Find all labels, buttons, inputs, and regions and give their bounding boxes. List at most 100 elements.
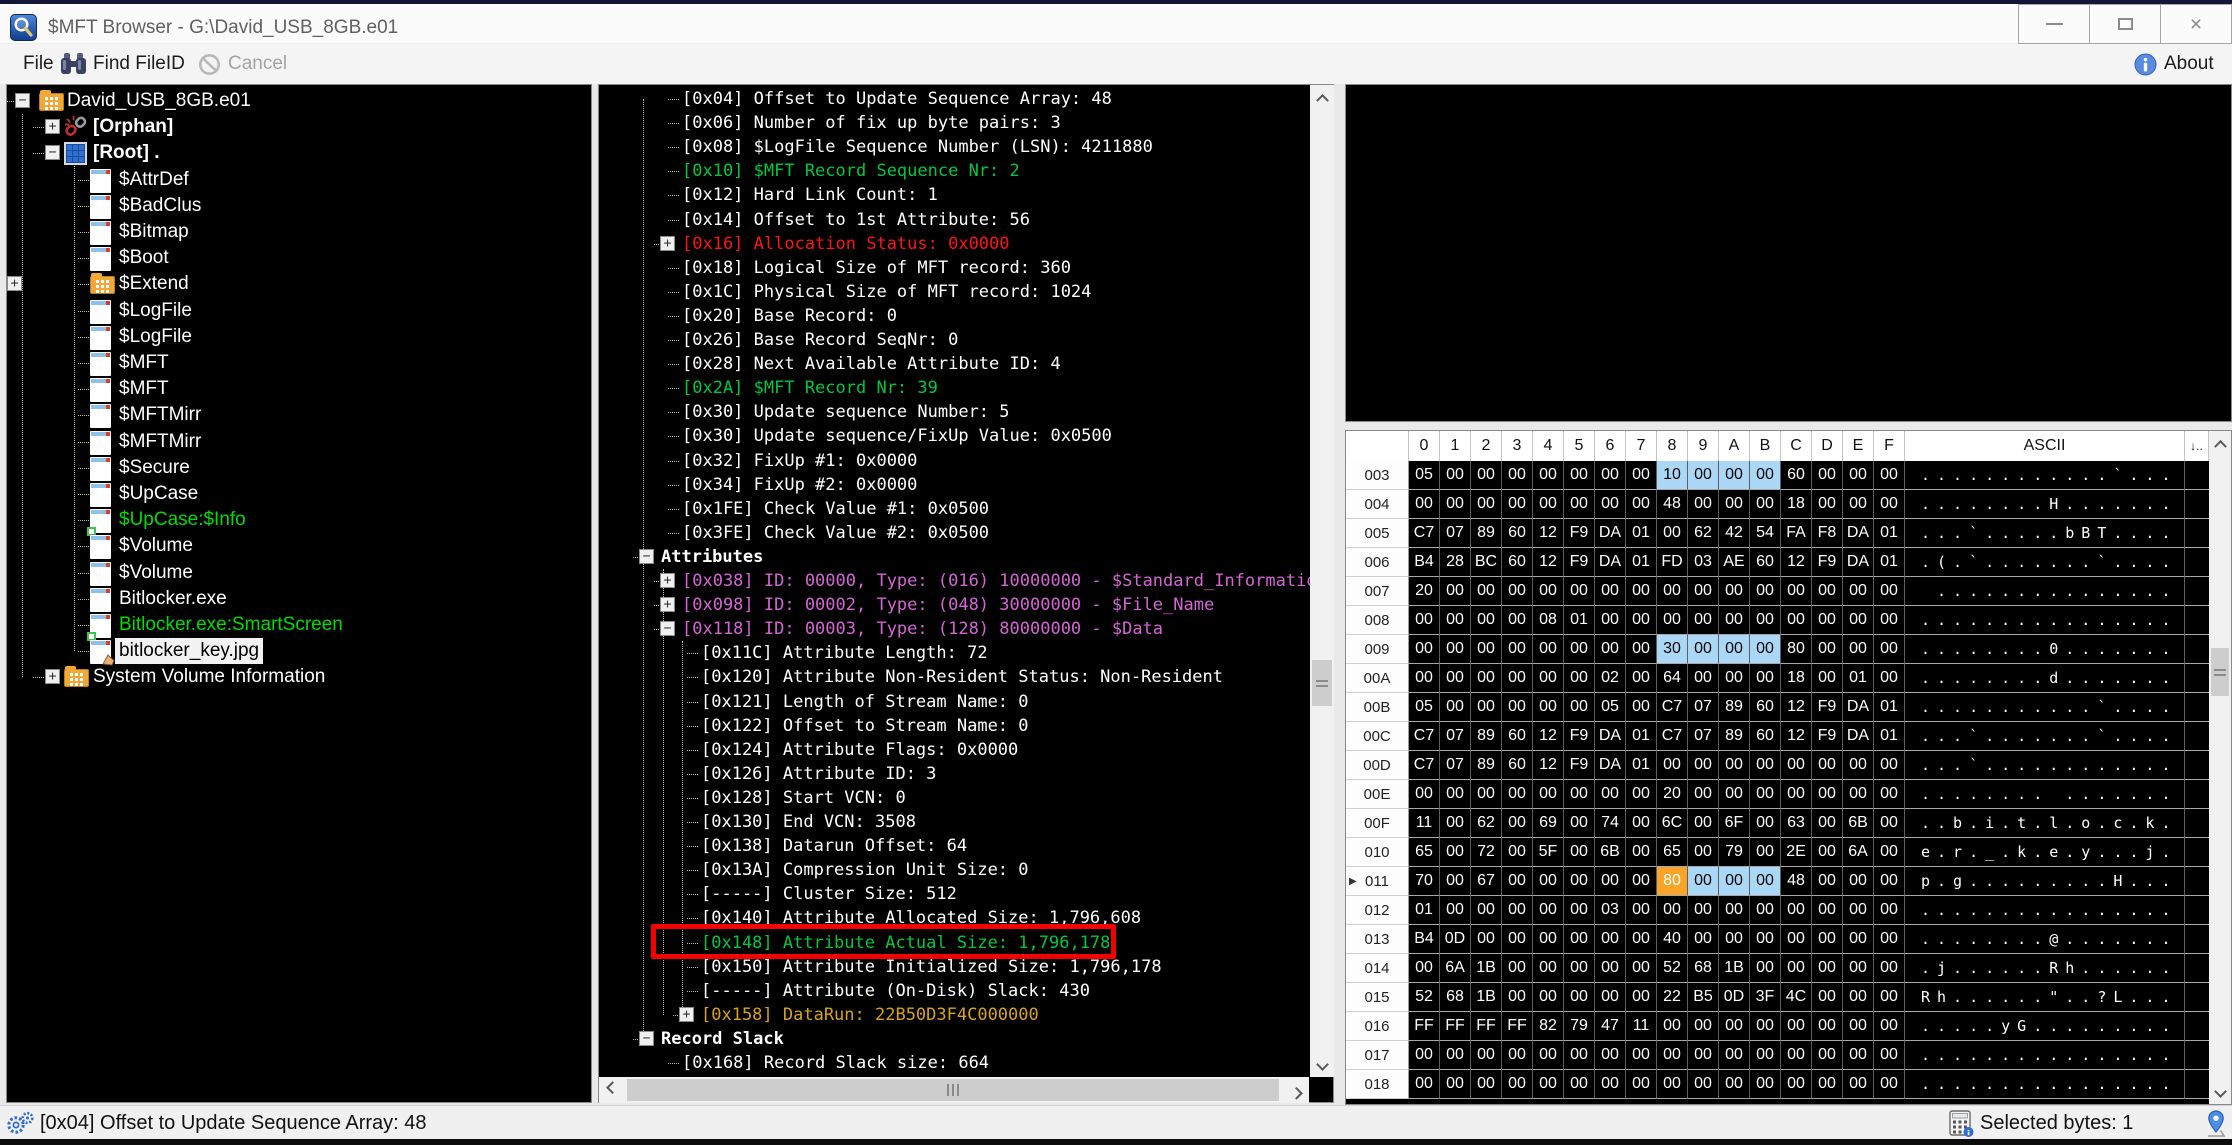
hex-byte-cell[interactable]: 00: [1812, 751, 1843, 780]
hex-byte-cell[interactable]: 00: [1750, 1012, 1781, 1041]
hex-byte-cell[interactable]: 00: [1440, 490, 1471, 519]
tree-item[interactable]: $UpCase: [7, 481, 591, 507]
tree-item[interactable]: bitlocker_key.jpg: [7, 638, 591, 666]
hex-byte-cell[interactable]: 00: [1688, 1070, 1719, 1099]
hex-byte-cell[interactable]: 00: [1626, 896, 1657, 925]
hex-byte-cell[interactable]: 00: [1719, 1070, 1750, 1099]
record-row[interactable]: [0x13A] Compression Unit Size: 0: [599, 858, 1333, 882]
hex-byte-cell[interactable]: 22: [1657, 983, 1688, 1012]
hex-byte-cell[interactable]: 12: [1533, 519, 1564, 548]
hex-byte-cell[interactable]: 02: [1595, 664, 1626, 693]
hex-byte-cell[interactable]: 18: [1781, 490, 1812, 519]
hex-byte-cell[interactable]: 03: [1688, 548, 1719, 577]
record-row[interactable]: [-----] Cluster Size: 512: [599, 882, 1333, 906]
hex-byte-cell[interactable]: 80: [1781, 635, 1812, 664]
hex-byte-cell[interactable]: 00: [1471, 461, 1502, 490]
hex-byte-cell[interactable]: 6C: [1657, 809, 1688, 838]
hex-byte-cell[interactable]: DA: [1843, 693, 1874, 722]
hex-byte-cell[interactable]: 05: [1409, 461, 1440, 490]
hex-byte-cell[interactable]: F9: [1812, 548, 1843, 577]
hex-byte-cell[interactable]: 00: [1781, 606, 1812, 635]
expand-expander[interactable]: +: [660, 573, 675, 588]
hex-byte-cell[interactable]: 00: [1533, 780, 1564, 809]
record-row[interactable]: [0x10] $MFT Record Sequence Nr: 2: [599, 159, 1333, 183]
hex-byte-cell[interactable]: 60: [1781, 461, 1812, 490]
hex-byte-cell[interactable]: 07: [1440, 519, 1471, 548]
hex-byte-cell[interactable]: 60: [1502, 548, 1533, 577]
hex-byte-cell[interactable]: 00: [1874, 606, 1905, 635]
hex-byte-cell[interactable]: 00: [1626, 490, 1657, 519]
hex-byte-cell[interactable]: 00: [1750, 954, 1781, 983]
hex-byte-cell[interactable]: 00: [1471, 577, 1502, 606]
hex-byte-cell[interactable]: 00: [1750, 461, 1781, 490]
hex-byte-cell[interactable]: 00: [1533, 983, 1564, 1012]
maximize-button[interactable]: [2089, 4, 2161, 44]
hex-byte-cell[interactable]: FF: [1471, 1012, 1502, 1041]
hex-byte-cell[interactable]: 54: [1750, 519, 1781, 548]
hex-byte-cell[interactable]: 00: [1719, 780, 1750, 809]
hex-byte-cell[interactable]: 00: [1533, 490, 1564, 519]
binoculars-icon[interactable]: [60, 52, 87, 75]
hex-byte-cell[interactable]: 63: [1781, 809, 1812, 838]
record-row[interactable]: − Attributes: [599, 545, 1333, 569]
hex-byte-cell[interactable]: 42: [1719, 519, 1750, 548]
hex-byte-cell[interactable]: 89: [1471, 722, 1502, 751]
hex-byte-cell[interactable]: 00: [1564, 635, 1595, 664]
hex-byte-cell[interactable]: 00: [1595, 606, 1626, 635]
record-row[interactable]: [0x26] Base Record SeqNr: 0: [599, 328, 1333, 352]
hex-byte-cell[interactable]: 00: [1781, 577, 1812, 606]
hex-byte-cell[interactable]: 00: [1502, 780, 1533, 809]
hex-byte-cell[interactable]: 00: [1595, 635, 1626, 664]
record-row[interactable]: [-----] Attribute (On-Disk) Slack: 430: [599, 979, 1333, 1003]
hex-byte-cell[interactable]: 00: [1409, 780, 1440, 809]
record-row[interactable]: + [0x16] Allocation Status: 0x0000: [599, 232, 1333, 256]
hex-byte-cell[interactable]: 00: [1874, 635, 1905, 664]
hex-byte-cell[interactable]: 00: [1471, 896, 1502, 925]
hex-byte-cell[interactable]: C7: [1409, 722, 1440, 751]
hex-byte-cell[interactable]: 00: [1440, 867, 1471, 896]
hex-byte-cell[interactable]: 00: [1471, 1070, 1502, 1099]
hex-ascii-cell[interactable]: ................: [1905, 896, 2185, 925]
hex-byte-cell[interactable]: 00: [1626, 1070, 1657, 1099]
hex-byte-cell[interactable]: 1B: [1719, 954, 1750, 983]
hex-byte-cell[interactable]: F9: [1564, 519, 1595, 548]
hex-byte-cell[interactable]: 01: [1626, 722, 1657, 751]
hex-byte-cell[interactable]: 00: [1409, 635, 1440, 664]
hex-byte-cell[interactable]: 60: [1502, 519, 1533, 548]
hex-byte-cell[interactable]: 00: [1440, 780, 1471, 809]
record-row[interactable]: [0x18] Logical Size of MFT record: 360: [599, 256, 1333, 280]
hex-byte-cell[interactable]: 00: [1688, 838, 1719, 867]
tree-item[interactable]: Bitlocker.exe:SmartScreen: [7, 612, 591, 641]
hex-byte-cell[interactable]: 01: [1626, 548, 1657, 577]
hex-byte-cell[interactable]: 00: [1502, 490, 1533, 519]
hex-byte-cell[interactable]: 07: [1688, 693, 1719, 722]
tree-item[interactable]: + $Extend: [7, 271, 591, 297]
hex-byte-cell[interactable]: 0D: [1440, 925, 1471, 954]
hex-byte-cell[interactable]: 00: [1502, 896, 1533, 925]
collapse-expander[interactable]: −: [45, 145, 60, 161]
hex-byte-cell[interactable]: 20: [1409, 577, 1440, 606]
hex-byte-cell[interactable]: 00: [1626, 693, 1657, 722]
hex-byte-cell[interactable]: 67: [1471, 867, 1502, 896]
hex-byte-cell[interactable]: 00: [1502, 838, 1533, 867]
hex-byte-cell[interactable]: 01: [1843, 664, 1874, 693]
hex-byte-cell[interactable]: 00: [1626, 577, 1657, 606]
hex-byte-cell[interactable]: 60: [1750, 548, 1781, 577]
hex-byte-cell[interactable]: 12: [1533, 722, 1564, 751]
hex-byte-cell[interactable]: 00: [1409, 664, 1440, 693]
tree-item[interactable]: $MFT: [7, 376, 591, 403]
hex-byte-cell[interactable]: 00: [1595, 867, 1626, 896]
hex-byte-cell[interactable]: 68: [1688, 954, 1719, 983]
record-row[interactable]: [0x130] End VCN: 3508: [599, 810, 1333, 834]
hex-byte-cell[interactable]: 00: [1626, 635, 1657, 664]
hex-byte-cell[interactable]: 00: [1812, 490, 1843, 519]
hex-ascii-cell[interactable]: ........0.......: [1905, 635, 2185, 664]
hex-byte-cell[interactable]: F9: [1564, 751, 1595, 780]
hex-byte-cell[interactable]: 12: [1533, 751, 1564, 780]
hex-byte-cell[interactable]: C7: [1409, 751, 1440, 780]
tree-item[interactable]: − [Root] .: [7, 140, 591, 166]
hex-byte-cell[interactable]: 48: [1657, 490, 1688, 519]
record-row[interactable]: [0x140] Attribute Allocated Size: 1,796,…: [599, 906, 1333, 930]
hex-byte-cell[interactable]: 00: [1874, 954, 1905, 983]
hex-byte-cell[interactable]: 00: [1843, 954, 1874, 983]
